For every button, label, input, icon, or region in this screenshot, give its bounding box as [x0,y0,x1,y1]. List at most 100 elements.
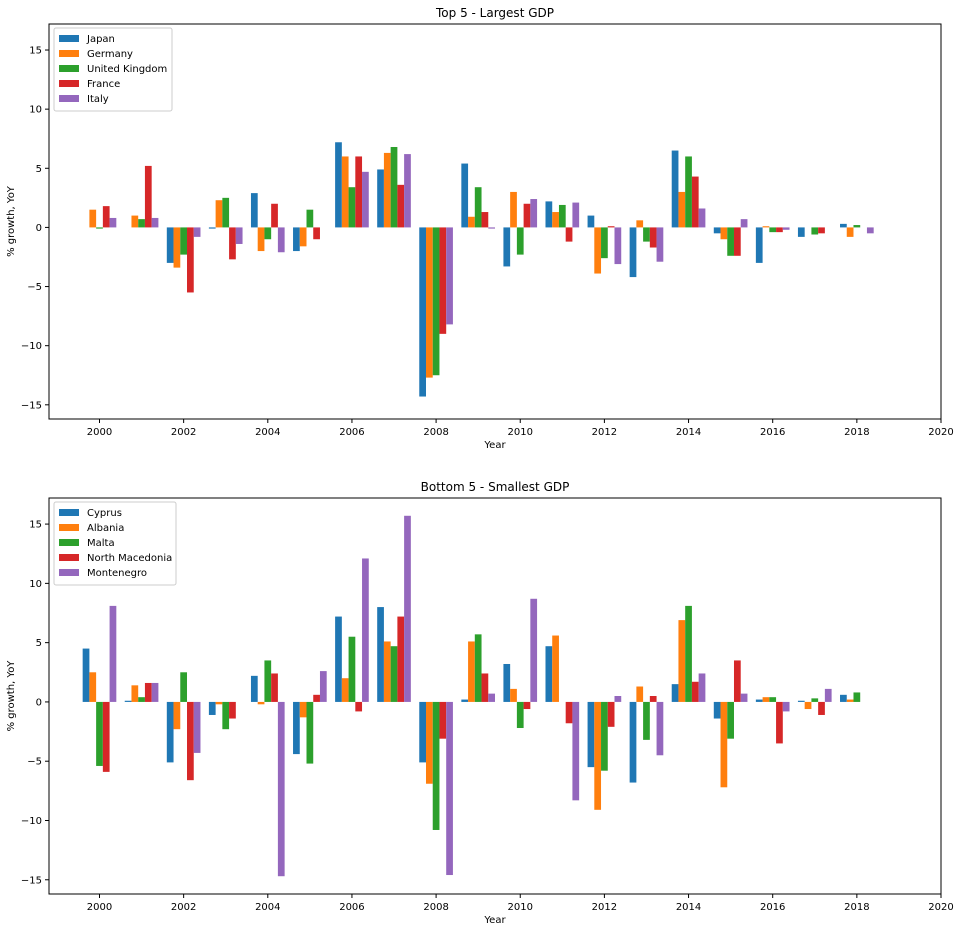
bar [818,227,825,234]
bar [355,156,363,228]
y-tick-label: 15 [29,46,42,57]
bar [341,156,349,228]
bar [594,227,602,274]
bar [572,202,580,228]
bar [173,227,181,268]
bar [636,220,644,228]
legend-box [53,501,177,586]
bar [565,701,573,724]
legend-label: Albania [87,523,124,534]
x-tick-label: 2020 [928,427,953,438]
bar [355,701,363,712]
bar [144,682,152,702]
bar [271,673,278,702]
bar [425,227,433,378]
bar [840,223,847,228]
y-tick-label: −15 [21,400,42,411]
bar [390,646,398,702]
bar [866,227,874,234]
bar [173,701,181,730]
bar [614,696,622,702]
chart-panel-2: 2000 2002 2004 2006 2008 2010 2012 2014 2016 2018… [6,480,954,926]
bar [432,701,440,830]
bar [607,226,615,228]
bar [215,200,223,228]
bar [740,219,748,228]
bar [755,227,763,263]
bar [109,217,117,228]
bar [96,701,103,766]
bar [601,227,608,259]
bar [229,701,236,719]
bar [552,212,559,228]
bar [138,697,145,702]
legend-label: Germany [87,49,133,60]
bar [138,219,145,228]
bar [419,701,426,763]
bar [671,684,679,702]
bar [208,227,216,229]
bar [257,701,265,705]
x-tick-label: 2006 [339,427,364,438]
bar [811,698,819,702]
x-tick-label: 2010 [508,902,533,913]
bar [335,616,342,702]
bar [131,215,139,228]
bar [404,515,411,702]
x-tick-label: 2000 [87,427,112,438]
x-tick-label: 2018 [844,427,869,438]
bar [299,701,307,718]
bar [166,227,174,263]
axes-frame [48,23,942,420]
x-axis-label: Year [483,915,506,926]
bar [319,671,327,702]
bar [481,673,489,702]
bar [503,663,511,702]
legend-swatch [59,95,79,102]
y-tick-label: −10 [21,816,42,827]
bar [439,227,447,334]
bar [720,701,728,788]
bar [776,227,783,233]
legend-swatch [59,80,79,87]
bar [769,227,777,233]
bar [685,156,692,228]
bar [629,227,637,278]
legend-swatch [59,50,79,57]
bar [614,227,622,265]
bar [727,701,734,739]
bar [341,678,349,702]
bar [180,672,188,702]
bar [649,227,657,248]
bar [762,697,770,702]
x-tick-label: 2008 [423,902,448,913]
bar [377,169,384,228]
x-axis-label: Year [483,440,506,451]
x-tick-label: 2000 [87,902,112,913]
bar [102,701,110,772]
bar [776,701,783,744]
bar [727,227,734,256]
bar [187,701,194,781]
y-tick-label: 0 [36,223,42,234]
bar [558,204,566,228]
bar [636,686,644,702]
y-tick-label: −5 [27,757,42,768]
series-5 [109,154,874,325]
bar [257,227,265,252]
bar [769,697,777,702]
bar [306,701,314,764]
bar [235,227,243,244]
bar [629,701,637,783]
x-tick-label: 2012 [592,902,617,913]
legend-label: Cyprus [87,508,122,519]
bar [846,699,854,702]
x-tick-label: 2016 [760,902,785,913]
bar [523,701,531,710]
bar [432,227,440,376]
bar [643,701,650,740]
bar [446,701,453,876]
bar [144,165,152,228]
bar [439,701,447,739]
bar [348,636,356,702]
